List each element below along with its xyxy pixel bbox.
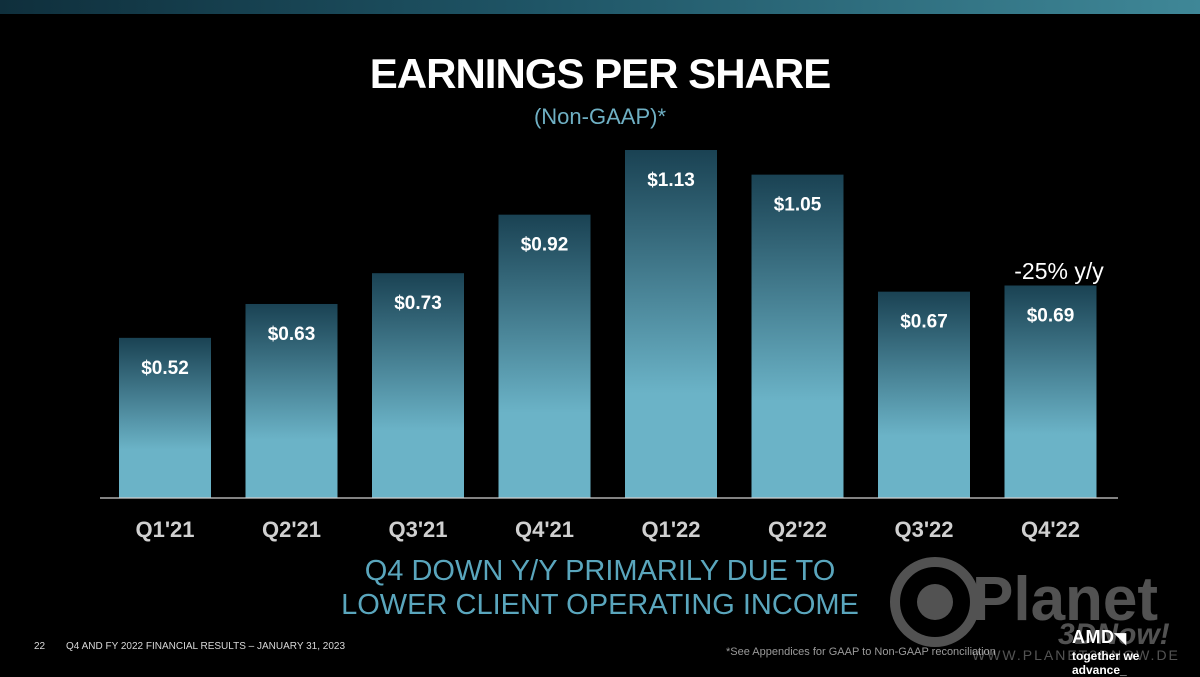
value-label: $0.73 [394,293,442,314]
headline-line-2: LOWER CLIENT OPERATING INCOME [341,589,859,621]
value-label: $0.69 [1027,306,1075,327]
amd-arrow-icon: ◥ [1114,630,1127,647]
slide-subtitle: (Non-GAAP)* [533,104,667,129]
bar-Q1'22 [625,150,717,498]
footer-title: Q4 AND FY 2022 FINANCIAL RESULTS – JANUA… [66,641,346,652]
bar-Q4'21 [498,214,591,499]
value-label: $1.13 [647,170,695,191]
bar-Q2'21 [245,303,338,498]
eps-bar-chart: $0.52 Q1'21 $0.63 Q2'21 $0.73 Q3'21 $0.92 Q4'21… [100,150,1118,542]
bar-Q3'22 [878,291,970,498]
value-label: $0.92 [521,235,569,256]
headline-line-1: Q4 DOWN Y/Y PRIMARILY DUE TO [364,555,836,587]
bar-Q1'21 [119,337,211,498]
amd-tagline: together we advance_ [1072,649,1140,677]
category-label: Q1'21 [135,517,194,542]
bar-Q3'21 [372,273,464,498]
value-label: $0.52 [141,358,189,379]
slide-title: EARNINGS PER SHARE [369,50,831,97]
bar-Q2'22 [751,174,844,499]
bar-Q4'22 [1004,285,1097,498]
yoy-change-callout: -25% y/y [1014,258,1104,284]
page-number: 22 [34,641,46,652]
footnote: *See Appendices for GAAP to Non-GAAP rec… [726,646,996,658]
category-label: Q3'21 [388,517,447,542]
value-label: $1.05 [774,195,822,216]
amd-brand: AMD◥ together we advance_ [1072,627,1192,677]
value-label: $0.63 [268,324,316,345]
category-label: Q4'22 [1021,517,1080,542]
amd-logo: AMD◥ [1072,627,1192,648]
top-accent-strip [0,0,1200,14]
category-label: Q2'22 [768,517,827,542]
category-label: Q2'21 [262,517,321,542]
value-label: $0.67 [900,312,948,333]
headline-summary: Q4 DOWN Y/Y PRIMARILY DUE TO LOWER CLIEN… [0,554,1200,622]
category-label: Q4'21 [515,517,574,542]
amd-logo-text: AMD [1072,627,1115,647]
category-label: Q3'22 [894,517,953,542]
category-label: Q1'22 [641,517,700,542]
